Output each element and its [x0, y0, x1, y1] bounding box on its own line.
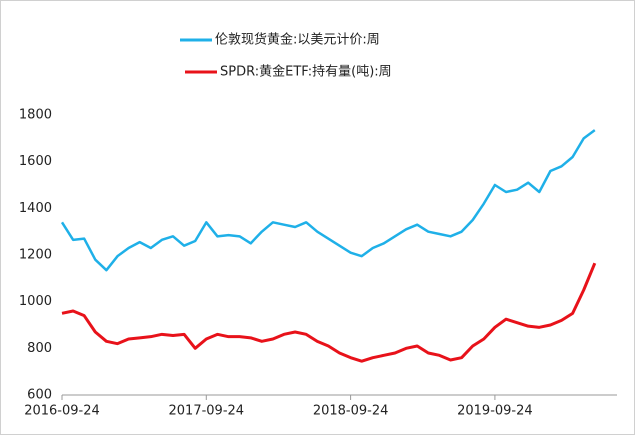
series-line: [61, 262, 597, 363]
y-tick-label: 1400: [19, 201, 52, 216]
y-tick-label: 1800: [19, 108, 52, 123]
x-tick-label: 2018-09-24: [313, 404, 389, 419]
y-tick-label: 600: [27, 388, 52, 403]
legend-label: 伦敦现货黄金:以美元计价:周: [215, 32, 380, 48]
y-tick-label: 1200: [19, 248, 52, 263]
x-tick-label: 2016-09-24: [24, 404, 100, 419]
y-tick-label: 1600: [19, 154, 52, 169]
series-line: [60, 129, 596, 272]
y-tick-label: 1000: [19, 294, 52, 309]
legend-label: SPDR:黄金ETF:持有量(吨):周: [220, 64, 392, 80]
x-tick-label: 2017-09-24: [169, 404, 245, 419]
y-tick-label: 800: [27, 341, 52, 356]
x-tick-label: 2019-09-24: [457, 404, 533, 419]
